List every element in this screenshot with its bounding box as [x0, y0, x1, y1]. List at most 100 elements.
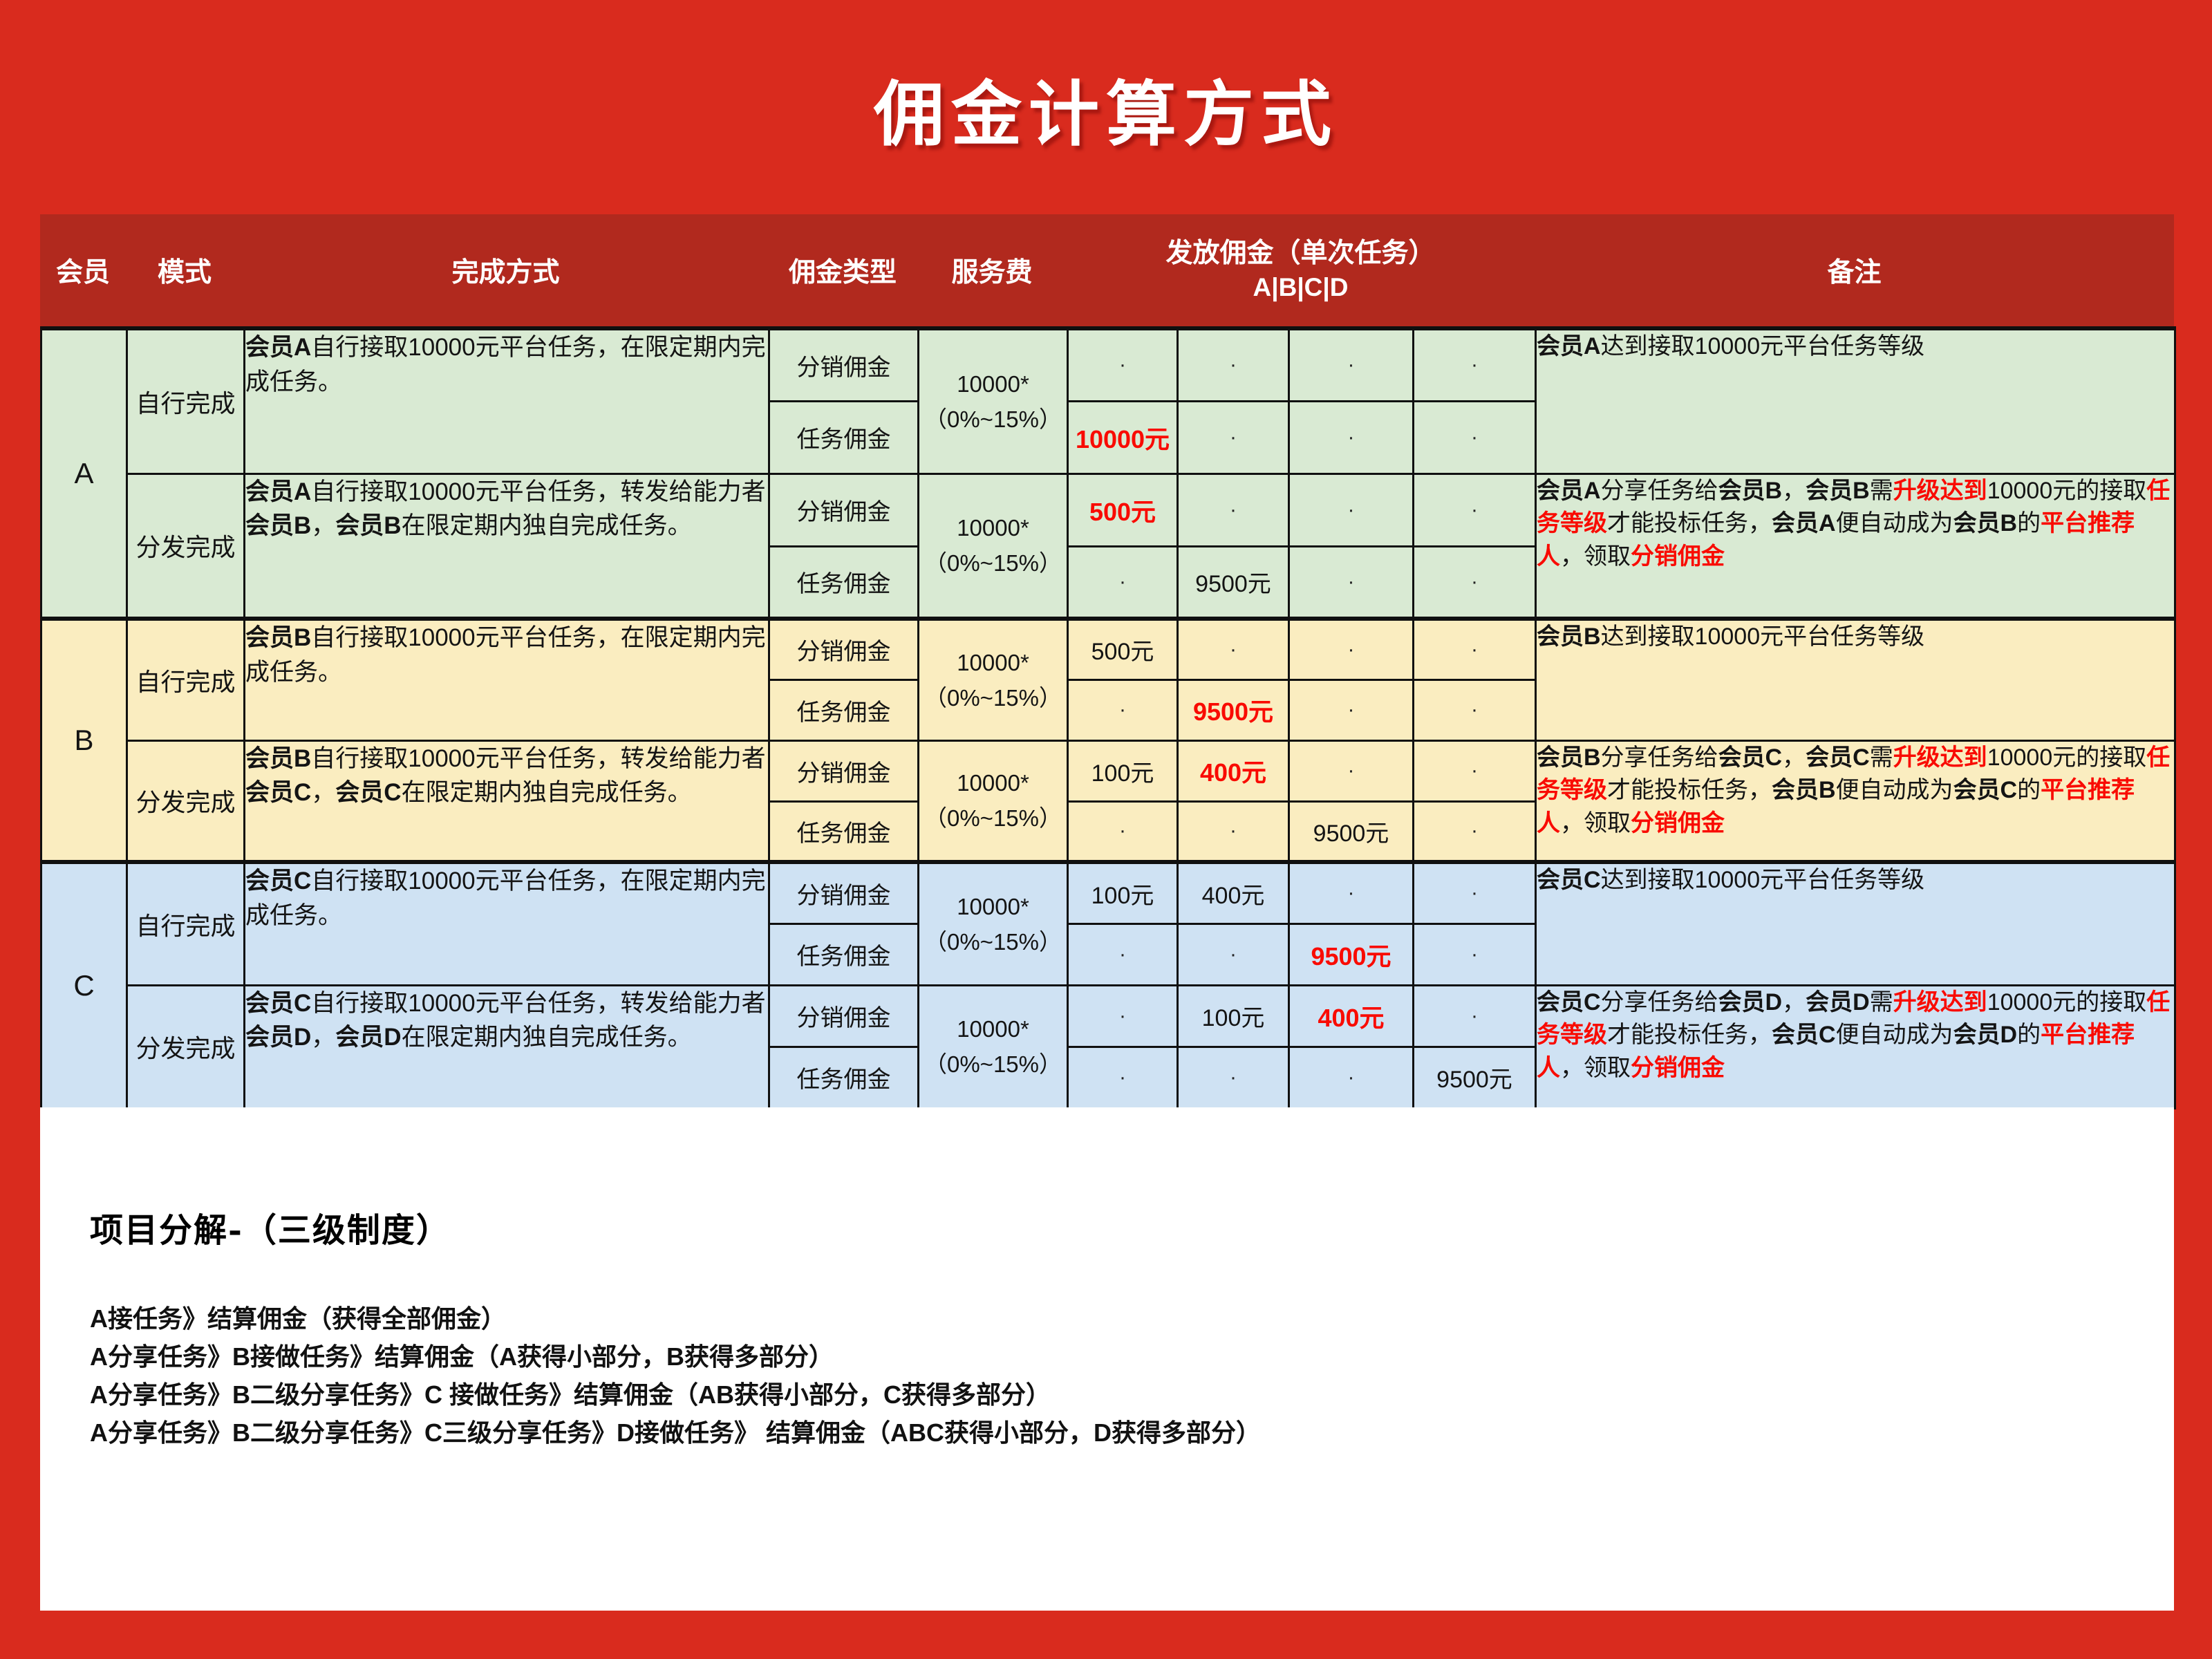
- service-fee-cell: 10000* （0%~15%）: [917, 617, 1069, 742]
- service-fee-cell: 10000* （0%~15%）: [917, 739, 1069, 863]
- service-fee-cell: 10000* （0%~15%）: [917, 472, 1069, 620]
- method-cell: 会员A自行接取10000元平台任务，转发给能力者会员B，会员B在限定期内独自完成…: [243, 472, 770, 620]
- payout-cell: 400元: [1177, 739, 1290, 803]
- mode-cell: 分发完成: [126, 472, 245, 620]
- commission-table: A 自行完成 会员A自行接取10000元平台任务，在限定期内完成任务。 分销佣金 100…: [40, 326, 2176, 1109]
- payout-cell: ·: [1288, 739, 1414, 803]
- payout-cell: ·: [1067, 678, 1179, 742]
- payout-cell: 9500元: [1288, 922, 1414, 986]
- service-fee-cell: 10000* （0%~15%）: [917, 860, 1069, 986]
- header-payout: 发放佣金（单次任务） A|B|C|D: [1067, 214, 1535, 326]
- mode-cell: 自行完成: [126, 860, 245, 986]
- breakdown-line: A接任务》结算佣金（获得全部佣金）: [90, 1304, 506, 1333]
- note-cell: 会员C分享任务给会员D，会员D需升级达到10000元的接取任务等级才能投标任务，…: [1535, 984, 2176, 1109]
- payout-cell: ·: [1412, 472, 1537, 547]
- breakdown-line: A分享任务》B二级分享任务》C三级分享任务》D接做任务》 结算佣金（ABC获得小…: [90, 1418, 1261, 1447]
- payout-cell: ·: [1067, 326, 1179, 402]
- member-cell: C: [40, 860, 128, 1109]
- payout-cell: ·: [1412, 922, 1537, 986]
- method-cell: 会员B自行接取10000元平台任务，转发给能力者会员C，会员C在限定期内独自完成…: [243, 739, 770, 863]
- project-breakdown: A接任务》结算佣金（获得全部佣金） A分享任务》B接做任务》结算佣金（A获得小部…: [90, 1300, 1261, 1452]
- table-row: 分发完成 会员C自行接取10000元平台任务，转发给能力者会员D，会员D在限定期内…: [41, 984, 2176, 1109]
- payout-cell: ·: [1288, 678, 1414, 742]
- header-note: 备注: [1827, 258, 1882, 288]
- breakdown-heading: 项目分解-（三级制度）: [90, 1211, 451, 1250]
- breakdown-panel: 项目分解-（三级制度） A接任务》结算佣金（获得全部佣金） A分享任务》B接做任…: [40, 1107, 2174, 1611]
- table-row: 任务佣金 · 9500元 · ·: [41, 545, 2175, 620]
- note-cell: 会员C达到接取10000元平台任务等级: [1535, 860, 2176, 986]
- payout-cell: ·: [1412, 984, 1537, 1048]
- payout-cell: ·: [1412, 678, 1537, 742]
- commission-type-cell: 任务佣金: [768, 1045, 919, 1109]
- payout-cell: ·: [1067, 1045, 1179, 1109]
- page-title: 佣金计算方式: [874, 73, 1338, 156]
- payout-cell: ·: [1288, 1045, 1414, 1109]
- payout-cell: ·: [1067, 800, 1179, 863]
- header-payout-title: 发放佣金（单次任务）: [1165, 238, 1436, 269]
- payout-cell: ·: [1412, 617, 1537, 681]
- commission-type-cell: 分销佣金: [768, 472, 919, 547]
- table-row: C 自行完成 会员C自行接取10000元平台任务，在限定期内完成任务。 分销佣金 100…: [40, 860, 2176, 1109]
- table-row: A 自行完成 会员A自行接取10000元平台任务，在限定期内完成任务。 分销佣金 100…: [40, 326, 2176, 620]
- service-fee-cell: 10000* （0%~15%）: [917, 984, 1069, 1109]
- payout-cell: 400元: [1177, 860, 1290, 925]
- header-payout-columns: A|B|C|D: [1253, 273, 1349, 302]
- method-cell: 会员B自行接取10000元平台任务，在限定期内完成任务。: [243, 617, 770, 742]
- payout-cell: ·: [1067, 922, 1179, 986]
- header-method: 完成方式: [451, 258, 560, 288]
- payout-cell: ·: [1288, 472, 1414, 547]
- member-cell: B: [40, 617, 128, 863]
- payout-cell: ·: [1177, 1045, 1290, 1109]
- payout-cell: ·: [1177, 617, 1290, 681]
- table-header-row: 会员 模式 完成方式 佣金类型 服务费 发放佣金（单次任务） A|B|C|D 备…: [40, 214, 2174, 326]
- payout-cell: ·: [1288, 617, 1414, 681]
- payout-cell: ·: [1177, 472, 1290, 547]
- table-row: 分发完成 会员A自行接取10000元平台任务，转发给能力者会员B，会员B在限定期内…: [41, 472, 2176, 620]
- note-cell: 会员B分享任务给会员C，会员C需升级达到10000元的接取任务等级才能投标任务，…: [1535, 739, 2176, 863]
- commission-type-cell: 任务佣金: [768, 922, 919, 986]
- header-member: 会员: [55, 258, 110, 288]
- table-row: 任务佣金 · · 9500元 ·: [41, 922, 2175, 986]
- method-cell: 会员A自行接取10000元平台任务，在限定期内完成任务。: [243, 326, 770, 475]
- header-commission-type: 佣金类型: [788, 258, 897, 288]
- header-mode: 模式: [157, 258, 212, 288]
- mode-cell: 分发完成: [126, 739, 245, 863]
- note-cell: 会员A分享任务给会员B，会员B需升级达到10000元的接取任务等级才能投标任务，…: [1535, 472, 2176, 620]
- payout-cell: 10000元: [1067, 400, 1179, 475]
- table-row: 分发完成 会员B自行接取10000元平台任务，转发给能力者会员C，会员C在限定期内…: [41, 739, 2176, 863]
- method-cell: 会员C自行接取10000元平台任务，转发给能力者会员D，会员D在限定期内独自完成…: [243, 984, 770, 1109]
- commission-type-cell: 任务佣金: [768, 678, 919, 742]
- method-cell: 会员C自行接取10000元平台任务，在限定期内完成任务。: [243, 860, 770, 986]
- commission-type-cell: 分销佣金: [768, 739, 919, 803]
- payout-cell: ·: [1288, 326, 1414, 402]
- table-row: 任务佣金 10000元 · · ·: [41, 400, 2175, 475]
- payout-cell: ·: [1177, 326, 1290, 402]
- member-cell: A: [40, 326, 128, 620]
- payout-cell: ·: [1288, 860, 1414, 925]
- mode-cell: 自行完成: [126, 617, 245, 742]
- payout-cell: ·: [1412, 400, 1537, 475]
- note-cell: 会员B达到接取10000元平台任务等级: [1535, 617, 2176, 742]
- table-row: 任务佣金 · · 9500元 ·: [41, 800, 2175, 863]
- payout-cell: 500元: [1067, 617, 1179, 681]
- payout-cell: ·: [1177, 922, 1290, 986]
- payout-cell: 9500元: [1412, 1045, 1537, 1109]
- table-row: 任务佣金 · 9500元 · ·: [41, 678, 2175, 742]
- commission-type-cell: 分销佣金: [768, 984, 919, 1048]
- payout-cell: 100元: [1067, 860, 1179, 925]
- payout-cell: ·: [1412, 326, 1537, 402]
- commission-type-cell: 分销佣金: [768, 326, 919, 402]
- header-service-fee: 服务费: [951, 258, 1033, 288]
- table-row: B 自行完成 会员B自行接取10000元平台任务，在限定期内完成任务。 分销佣金 100…: [40, 617, 2176, 863]
- mode-cell: 分发完成: [126, 984, 245, 1109]
- table-row: 任务佣金 · · · 9500元: [41, 1045, 2175, 1109]
- payout-cell: ·: [1288, 400, 1414, 475]
- payout-cell: ·: [1412, 545, 1537, 620]
- payout-cell: 100元: [1177, 984, 1290, 1048]
- payout-cell: ·: [1412, 860, 1537, 925]
- payout-cell: ·: [1412, 739, 1537, 803]
- service-fee-cell: 10000* （0%~15%）: [917, 326, 1069, 475]
- commission-type-cell: 分销佣金: [768, 617, 919, 681]
- payout-cell: 400元: [1288, 984, 1414, 1048]
